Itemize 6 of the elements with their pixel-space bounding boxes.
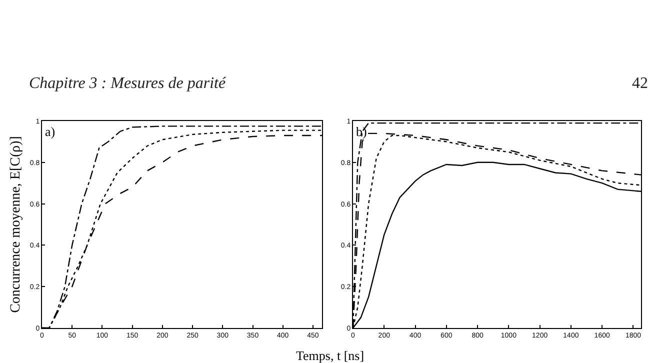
y-axis-title: Concurrence moyenne, E[C(ρ)] — [8, 136, 24, 313]
x-axis-title: Temps, t [ns] — [296, 348, 364, 363]
annotation: b) — [356, 124, 367, 139]
text: Chapitre 3 : Mesures de parité — [29, 75, 226, 92]
annotation: a) — [45, 124, 56, 139]
text: 42 — [632, 75, 648, 92]
